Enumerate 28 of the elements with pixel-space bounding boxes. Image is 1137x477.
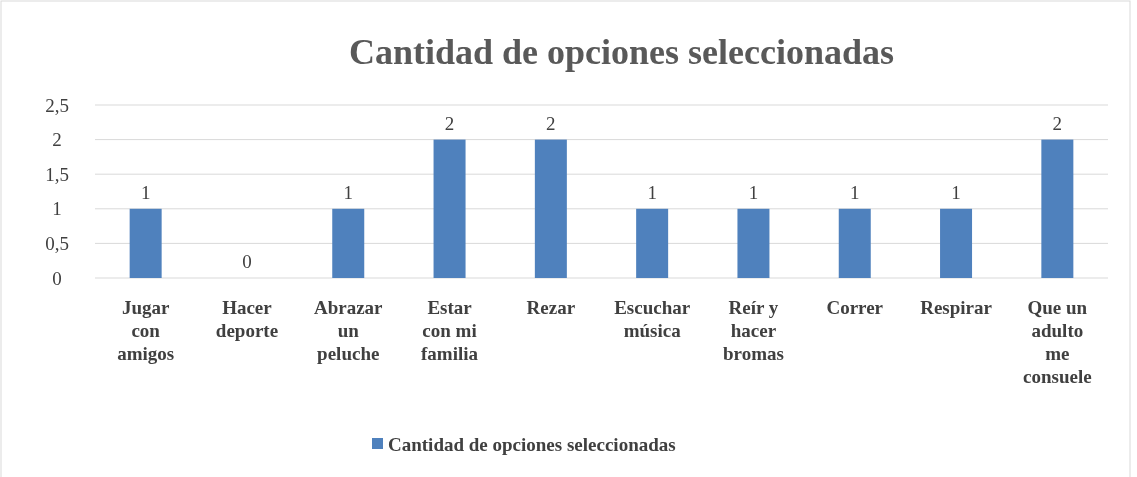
data-label: 1: [850, 181, 860, 203]
y-tick-label: 1: [52, 198, 62, 220]
y-tick-label: 0,5: [45, 233, 69, 255]
legend-label: Cantidad de opciones seleccionadas: [388, 433, 676, 455]
data-label: 1: [951, 181, 961, 203]
y-tick-label: 0: [52, 267, 62, 289]
y-tick-label: 1,5: [45, 163, 69, 185]
x-tick-label: Escuchar música: [614, 297, 691, 341]
data-label: 0: [242, 251, 252, 272]
data-label: 1: [647, 181, 657, 203]
x-tick-label: Que un adulto me consuele: [1023, 297, 1092, 387]
data-label: 2: [546, 112, 556, 134]
x-tick-label: Rezar: [526, 297, 576, 318]
x-tick-label: Estar con mi familia: [421, 297, 479, 364]
y-tick-label: 2: [52, 129, 62, 151]
x-tick-label: Respirar: [920, 297, 993, 318]
chart-title: Cantidad de opciones seleccionadas: [348, 32, 895, 72]
x-tick-label: Hacer deporte: [215, 297, 279, 341]
x-tick-label: Abrazar un peluche: [313, 297, 384, 364]
data-label: 1: [343, 181, 353, 203]
data-label: 1: [748, 181, 759, 203]
data-label: 1: [140, 181, 151, 203]
data-label: 2: [444, 112, 455, 134]
x-tick-label: Reír y hacer bromas: [723, 297, 784, 364]
data-label: 2: [1052, 112, 1063, 134]
y-tick-label: 2,5: [45, 94, 69, 116]
x-tick-label: Correr: [826, 297, 884, 318]
x-tick-label: Jugar con amigos: [117, 297, 175, 364]
